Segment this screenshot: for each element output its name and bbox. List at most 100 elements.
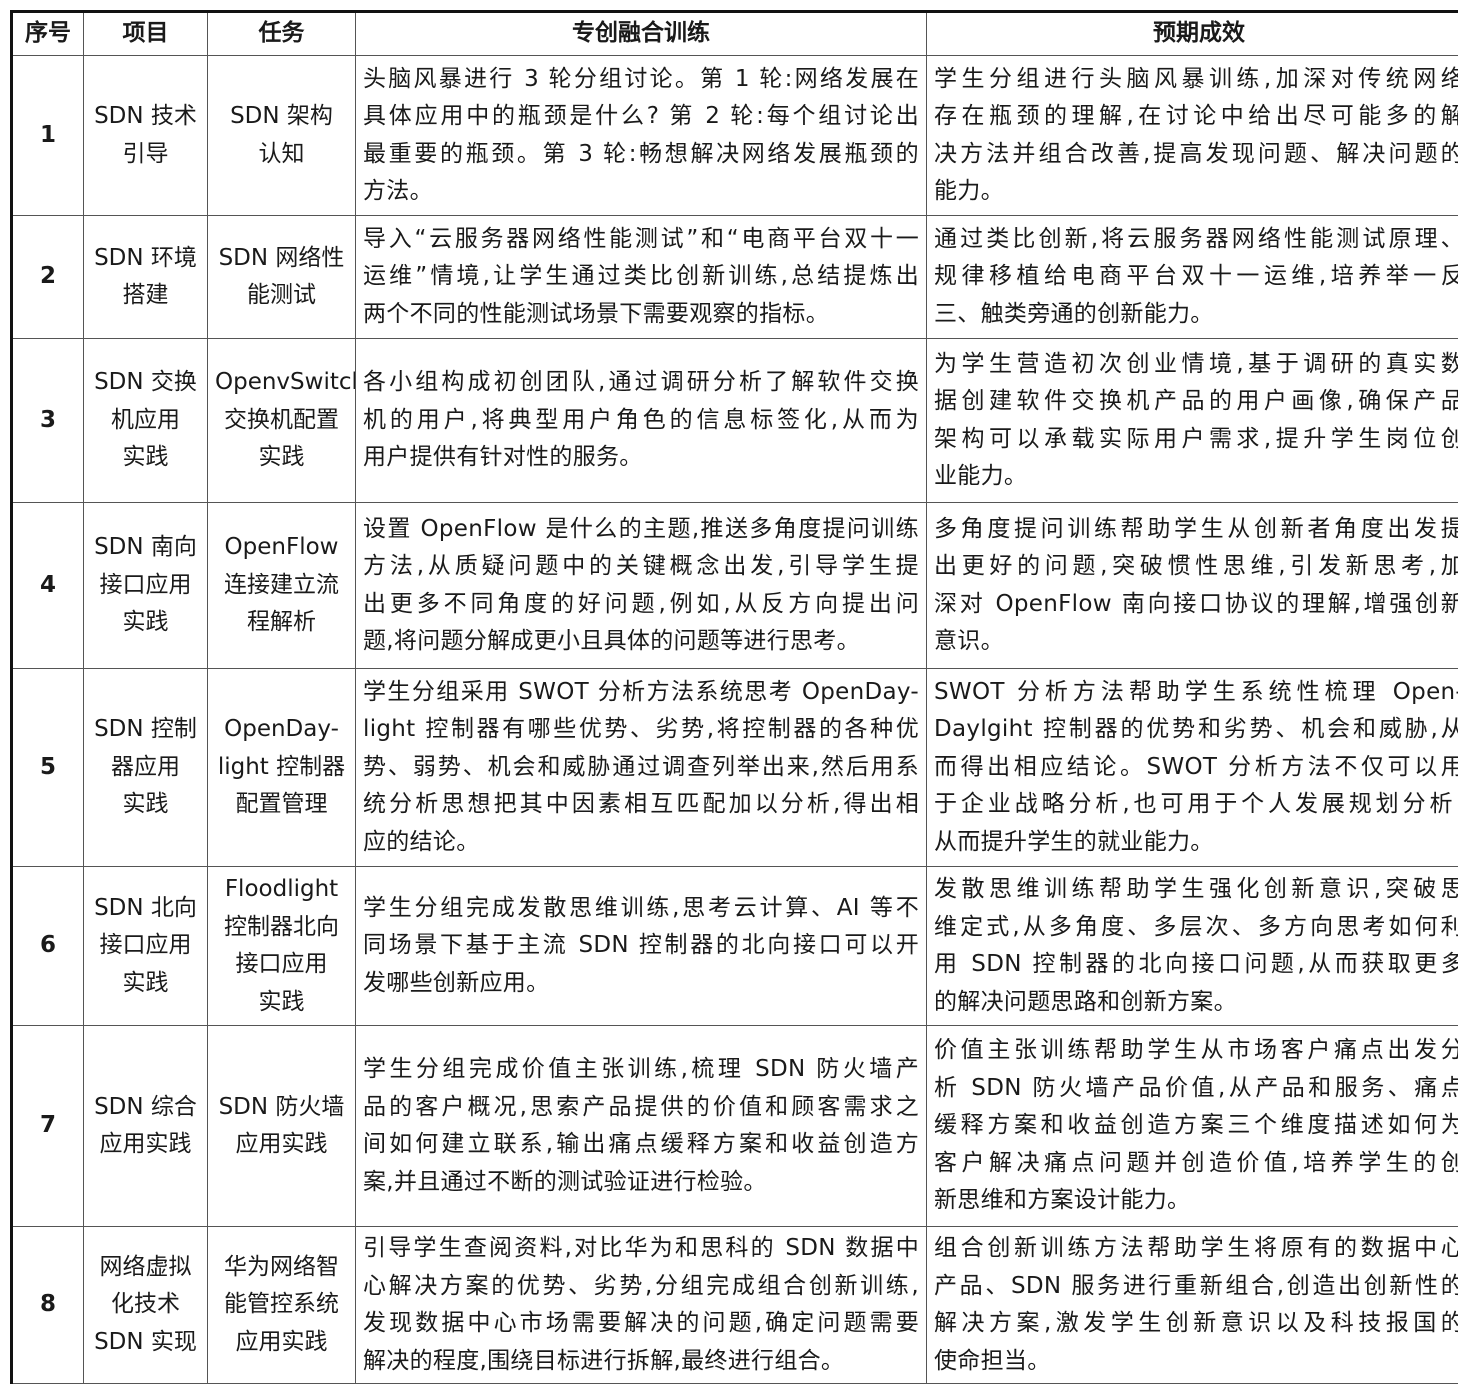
cell-training: 学生分组采用 SWOT 分析方法系统思考 OpenDay-light 控制器有哪… (356, 669, 927, 867)
cell-task: 华为网络智能管控系统应用实践 (208, 1227, 356, 1384)
cell-line: 方法,从质疑问题中的关键概念出发,引导学生提 (363, 548, 919, 586)
cell-line: SDN 实现 (91, 1324, 200, 1362)
cell-training: 学生分组完成价值主张训练,梳理 SDN 防火墙产品的客户概况,思索产品提供的价值… (356, 1026, 927, 1227)
cell-line: Daylgiht 控制器的优势和劣势、机会和威胁,从 (934, 711, 1458, 749)
cell-line: SDN 架构 (215, 98, 348, 136)
cell-line: 应用实践 (215, 1324, 348, 1362)
cell-line: 案,并且通过不断的测试验证进行检验。 (363, 1164, 919, 1202)
cell-line: 2 (20, 258, 76, 296)
cell-no: 4 (12, 503, 84, 669)
cell-line: 接口应用 (91, 927, 200, 965)
cell-line: 析 SDN 防火墙产品价值,从产品和服务、痛点 (934, 1070, 1458, 1108)
cell-line: 出更多不同角度的好问题,例如,从反方向提出问 (363, 586, 919, 624)
cell-line: 学生分组采用 SWOT 分析方法系统思考 OpenDay- (363, 674, 919, 712)
cell-line: SDN 南向 (91, 529, 200, 567)
cell-line: 设置 OpenFlow 是什么的主题,推送多角度提问训练 (363, 511, 919, 549)
cell-line: SDN 综合 (91, 1089, 200, 1127)
cell-line: 存在瓶颈的理解,在讨论中给出尽可能多的解 (934, 98, 1458, 136)
cell-line: 为学生营造初次创业情境,基于调研的真实数 (934, 346, 1458, 384)
cell-line: 价值主张训练帮助学生从市场客户痛点出发分 (934, 1032, 1458, 1070)
cell-line: 架构可以承载实际用户需求,提升学生岗位创 (934, 421, 1458, 459)
cell-line: 连接建立流 (215, 567, 348, 605)
cell-outcome: SWOT 分析方法帮助学生系统性梳理 Open-Daylgiht 控制器的优势和… (927, 669, 1458, 867)
cell-line: 统分析思想把其中因素相互匹配加以分析,得出相 (363, 786, 919, 824)
cell-line: light 控制器 (215, 749, 348, 787)
cell-project: SDN 技术引导 (84, 56, 208, 216)
cell-line: OpenvSwitch (215, 364, 348, 402)
cell-line: 运维”情境,让学生通过类比创新训练,总结提炼出 (363, 258, 919, 296)
cell-line: 两个不同的性能测试场景下需要观察的指标。 (363, 296, 919, 334)
cell-line: 1 (20, 117, 76, 155)
cell-line: 能测试 (215, 277, 348, 315)
cell-project: SDN 南向接口应用实践 (84, 503, 208, 669)
header-row: 序号 项目 任务 专创融合训练 预期成效 (12, 12, 1458, 56)
cell-no: 3 (12, 339, 84, 503)
cell-line: 规律移植给电商平台双十一运维,培养举一反 (934, 258, 1458, 296)
cell-line: Floodlight (215, 871, 348, 909)
cell-line: 学生分组完成发散思维训练,思考云计算、AI 等不 (363, 890, 919, 928)
cell-line: 器应用 (91, 749, 200, 787)
cell-project: SDN 综合应用实践 (84, 1026, 208, 1227)
cell-line: 实践 (91, 786, 200, 824)
cell-line: 解决方案,激发学生创新意识以及科技报国的 (934, 1305, 1458, 1343)
cell-line: 具体应用中的瓶颈是什么? 第 2 轮:每个组讨论出 (363, 98, 919, 136)
cell-task: SDN 网络性能测试 (208, 216, 356, 339)
cell-line: 意识。 (934, 623, 1458, 661)
cell-line: 实践 (91, 439, 200, 477)
cell-line: 5 (20, 749, 76, 787)
cell-line: 的解决问题思路和创新方案。 (934, 984, 1458, 1022)
cell-project: SDN 环境搭建 (84, 216, 208, 339)
cell-line: 接口应用 (91, 567, 200, 605)
cell-line: 决方法并组合改善,提高发现问题、解决问题的 (934, 136, 1458, 174)
cell-line: 认知 (215, 136, 348, 174)
cell-line: 产品、SDN 服务进行重新组合,创造出创新性的 (934, 1268, 1458, 1306)
cell-outcome: 价值主张训练帮助学生从市场客户痛点出发分析 SDN 防火墙产品价值,从产品和服务… (927, 1026, 1458, 1227)
cell-line: light 控制器有哪些优势、劣势,将控制器的各种优 (363, 711, 919, 749)
cell-no: 6 (12, 867, 84, 1026)
cell-training: 各小组构成初创团队,通过调研分析了解软件交换机的用户,将典型用户角色的信息标签化… (356, 339, 927, 503)
cell-line: 而得出相应结论。SWOT 分析方法不仅可以用 (934, 749, 1458, 787)
cell-task: SDN 架构认知 (208, 56, 356, 216)
cell-line: 多角度提问训练帮助学生从创新者角度出发提 (934, 511, 1458, 549)
cell-line: 学生分组完成价值主张训练,梳理 SDN 防火墙产 (363, 1051, 919, 1089)
cell-line: 使命担当。 (934, 1343, 1458, 1381)
cell-training: 设置 OpenFlow 是什么的主题,推送多角度提问训练方法,从质疑问题中的关键… (356, 503, 927, 669)
cell-no: 7 (12, 1026, 84, 1227)
cell-line: 发现数据中心市场需要解决的问题,确定问题需要 (363, 1305, 919, 1343)
cell-line: 间如何建立联系,输出痛点缓释方案和收益创造方 (363, 1126, 919, 1164)
cell-line: 6 (20, 927, 76, 965)
cell-line: 程解析 (215, 604, 348, 642)
cell-line: 导入“云服务器网络性能测试”和“电商平台双十一 (363, 221, 919, 259)
cell-line: 出更好的问题,突破惯性思维,引发新思考,加 (934, 548, 1458, 586)
cell-line: 发哪些创新应用。 (363, 965, 919, 1003)
cell-line: 应的结论。 (363, 824, 919, 862)
cell-line: 学生分组进行头脑风暴训练,加深对传统网络 (934, 61, 1458, 99)
cell-line: 方法。 (363, 173, 919, 211)
cell-line: 交换机配置 (215, 402, 348, 440)
cell-line: 能管控系统 (215, 1286, 348, 1324)
cell-line: 控制器北向 (215, 909, 348, 947)
cell-line: 用户提供有针对性的服务。 (363, 439, 919, 477)
cell-no: 2 (12, 216, 84, 339)
cell-line: 7 (20, 1107, 76, 1145)
cell-line: OpenFlow (215, 529, 348, 567)
cell-outcome: 多角度提问训练帮助学生从创新者角度出发提出更好的问题,突破惯性思维,引发新思考,… (927, 503, 1458, 669)
cell-line: 从而提升学生的就业能力。 (934, 824, 1458, 862)
cell-outcome: 通过类比创新,将云服务器网络性能测试原理、规律移植给电商平台双十一运维,培养举一… (927, 216, 1458, 339)
cell-line: 应用实践 (91, 1126, 200, 1164)
cell-line: 据创建软件交换机产品的用户画像,确保产品 (934, 383, 1458, 421)
cell-line: 势、弱势、机会和威胁通过调查列举出来,然后用系 (363, 749, 919, 787)
cell-line: 8 (20, 1286, 76, 1324)
cell-training: 学生分组完成发散思维训练,思考云计算、AI 等不同场景下基于主流 SDN 控制器… (356, 867, 927, 1026)
cell-line: 3 (20, 402, 76, 440)
cell-line: 维定式,从多角度、多层次、多方向思考如何利 (934, 909, 1458, 947)
cell-line: 华为网络智 (215, 1249, 348, 1287)
